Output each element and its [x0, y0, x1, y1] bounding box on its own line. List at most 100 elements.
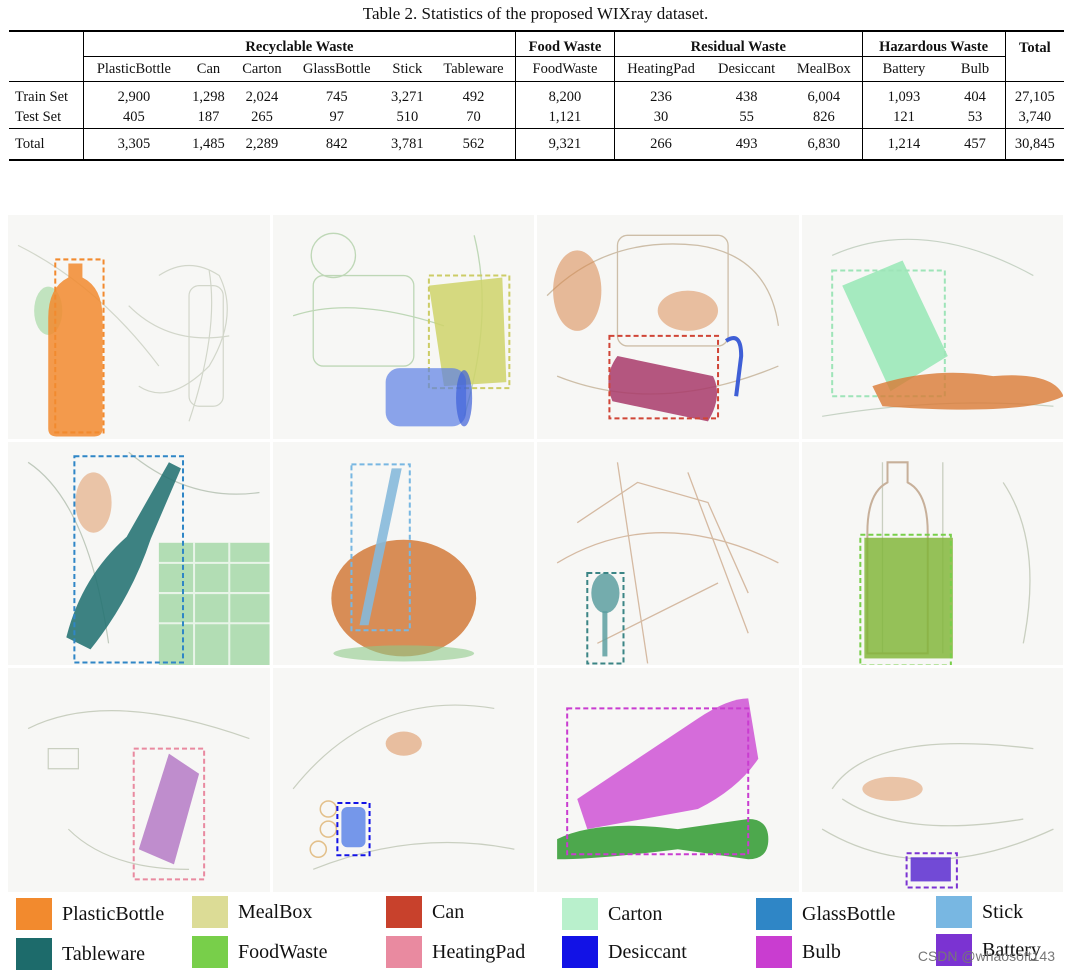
legend-item-stick: Stick — [936, 895, 1023, 929]
column-header: FoodWaste — [514, 56, 615, 82]
table-cell: 1,485 — [183, 128, 234, 161]
table-cell: 6,004 — [807, 89, 841, 105]
table-corner-cell — [9, 30, 84, 57]
xray-sample-can — [537, 215, 799, 439]
column-header-total-spacer — [1004, 56, 1064, 82]
column-header: MealBox — [786, 56, 863, 82]
legend-swatch — [16, 898, 52, 930]
legend-item-tableware: Tableware — [16, 937, 145, 971]
table-cell: 510 — [396, 108, 419, 125]
table-row-total: Total 3,305 1,485 2,289 842 3,781 562 9,… — [9, 128, 1064, 161]
legend-label: Carton — [608, 902, 663, 925]
row-label: Total — [9, 128, 84, 161]
table-group-header-row: Recyclable Waste Food Waste Residual Was… — [9, 30, 1064, 57]
table-cell: 30 — [614, 106, 708, 129]
column-header: HeatingPad — [614, 56, 708, 82]
column-header: Can — [183, 56, 234, 82]
legend-swatch — [562, 898, 598, 930]
xray-sample-bulb — [537, 668, 799, 892]
table-row-train: Train Set 2,900 1,298 2,024 745 3,271 49… — [9, 81, 1064, 106]
column-header: Stick — [382, 56, 432, 82]
column-header-blank — [9, 56, 84, 82]
table-cell: 842 — [290, 128, 383, 161]
table-cell: 236 — [614, 81, 708, 106]
table-cell: 457 — [945, 128, 1006, 161]
legend-item-battery: Battery — [936, 933, 1041, 967]
legend-item-mealbox: MealBox — [192, 895, 312, 929]
legend-label: Desiccant — [608, 940, 687, 963]
legend-label: MealBox — [238, 900, 313, 923]
legend-swatch — [936, 896, 972, 928]
xray-sample-heatingpad — [8, 668, 270, 892]
table-cell: 70 — [466, 108, 481, 125]
table-cell: 2,289 — [233, 128, 291, 161]
table-cell: 3,271 — [391, 89, 424, 105]
table-cell: 826 — [812, 108, 835, 125]
legend-item-glassbottle: GlassBottle — [756, 897, 895, 931]
column-header: Carton — [233, 56, 291, 82]
xray-image — [17, 244, 230, 437]
table-cell: 1,093 — [861, 81, 946, 106]
legend-item-plasticbottle: PlasticBottle — [16, 897, 164, 931]
legend-swatch — [386, 936, 422, 968]
statistics-table: Recyclable Waste Food Waste Residual Was… — [9, 30, 1064, 161]
xray-sample-tableware — [537, 441, 799, 666]
legend-label: Tableware — [62, 942, 145, 965]
table-cell: 97 — [329, 108, 344, 125]
table-column-header-row: PlasticBottle Can Carton GlassBottle Sti… — [9, 56, 1064, 82]
xray-sample-battery — [801, 668, 1063, 892]
table-cell: 438 — [735, 89, 758, 105]
legend-swatch — [936, 934, 972, 966]
table-cell-total: 3,740 — [1004, 106, 1064, 129]
legend-label: GlassBottle — [802, 902, 896, 925]
class-legend: PlasticBottle MealBox Can Carton GlassBo… — [16, 895, 1066, 971]
legend-label: PlasticBottle — [62, 902, 165, 925]
table-cell: 405 — [82, 106, 184, 129]
xray-sample-carton — [801, 215, 1063, 439]
legend-label: FoodWaste — [238, 940, 328, 963]
table-cell: 493 — [707, 128, 787, 161]
legend-item-bulb: Bulb — [756, 935, 841, 969]
legend-label: Stick — [982, 900, 1024, 923]
legend-swatch — [756, 936, 792, 968]
table-cell: 8,200 — [514, 81, 615, 106]
legend-swatch — [192, 936, 228, 968]
table-cell: 1,121 — [514, 106, 615, 129]
table-cell: 121 — [861, 106, 946, 129]
column-header: Tableware — [432, 56, 516, 82]
xray-sample-stick — [272, 441, 534, 666]
xray-sample-grid — [8, 215, 1063, 892]
table-row-test: Test Set 405 187 265 97 510 70 1,121 30 … — [9, 106, 1064, 129]
table-cell: 266 — [614, 128, 708, 161]
legend-swatch — [386, 896, 422, 928]
column-header: GlassBottle — [290, 56, 383, 82]
row-label: Test Set — [15, 108, 62, 125]
group-header-hazardous: Hazardous Waste — [861, 30, 1006, 57]
legend-label: HeatingPad — [432, 940, 526, 963]
table-cell: 187 — [197, 108, 220, 125]
table-cell: 1,214 — [861, 128, 946, 161]
table-cell-total: 27,105 — [1004, 81, 1064, 106]
column-header: Bulb — [945, 56, 1006, 82]
xray-sample-desiccant — [272, 668, 534, 892]
watermark-text: CSDN @whaosoft143 — [917, 948, 1055, 964]
table-cell: 2,024 — [245, 89, 279, 105]
table-cell: 404 — [964, 89, 986, 105]
legend-swatch — [192, 896, 228, 928]
legend-label: Can — [432, 900, 465, 923]
legend-label: Battery — [982, 938, 1041, 961]
xray-sample-glassbottle — [8, 441, 270, 666]
column-header: Desiccant — [707, 56, 787, 82]
table-cell: 3,781 — [382, 128, 432, 161]
table-cell: 9,321 — [514, 128, 615, 161]
table-cell: 6,830 — [786, 128, 863, 161]
table-cell: 55 — [739, 108, 754, 125]
legend-swatch — [562, 936, 598, 968]
table-cell: 2,900 — [82, 81, 184, 106]
column-header: PlasticBottle — [82, 56, 184, 82]
xray-sample-foodwaste — [801, 441, 1063, 666]
table-cell: 1,298 — [192, 89, 225, 105]
table-cell: 265 — [251, 108, 273, 125]
group-header-residual: Residual Waste — [614, 30, 863, 57]
